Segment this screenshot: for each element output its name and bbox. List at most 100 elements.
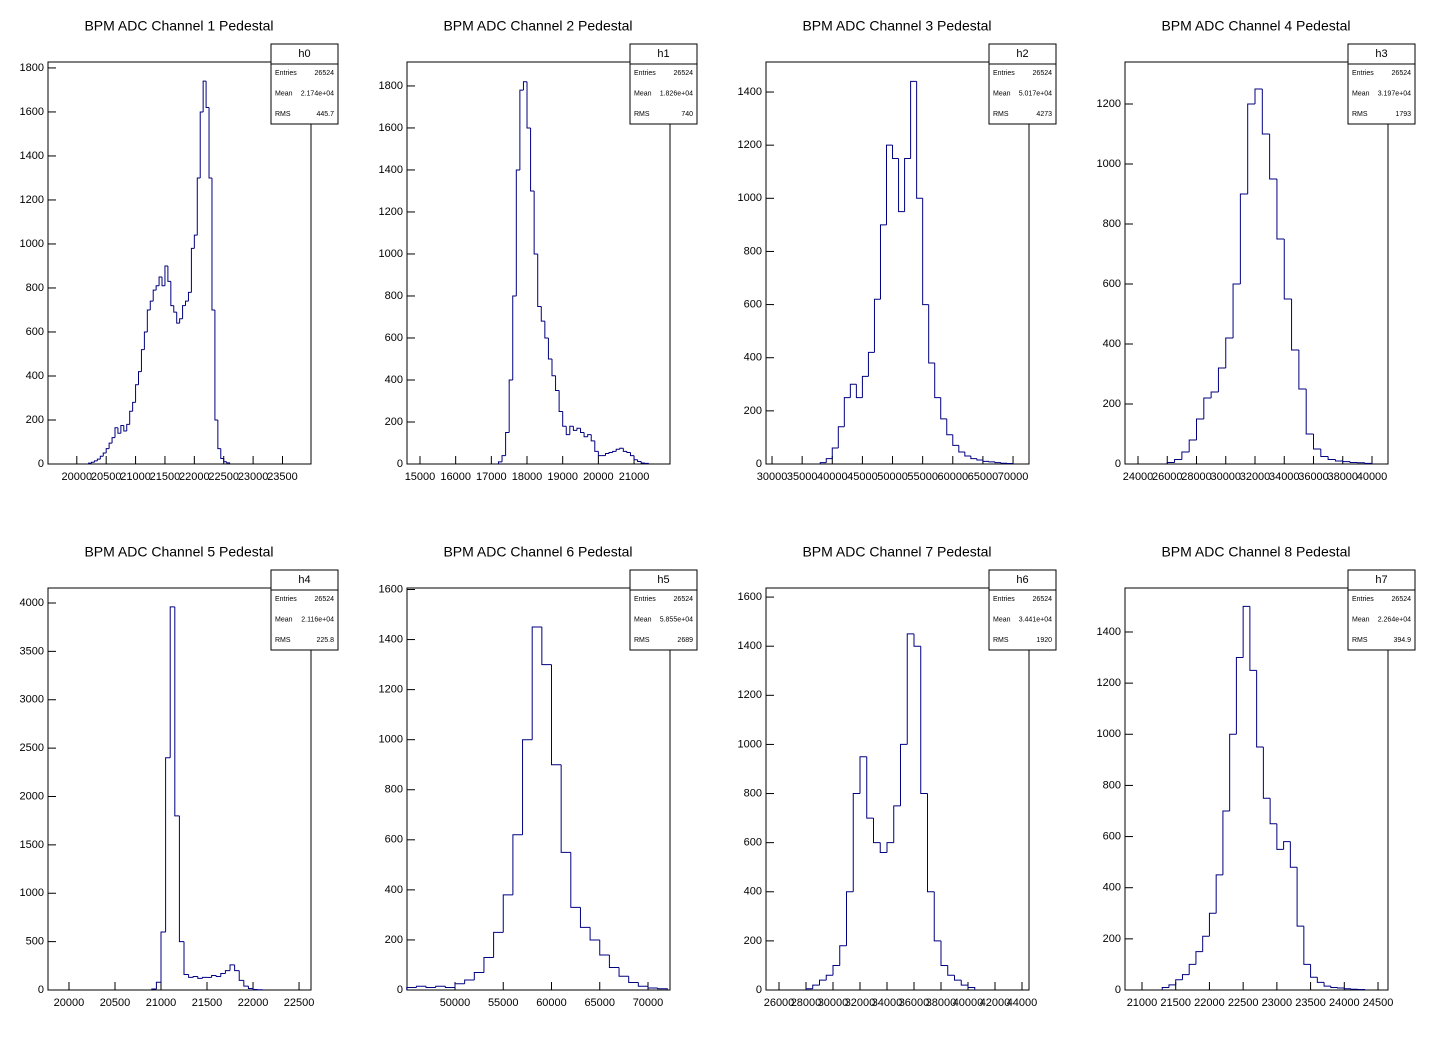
histogram-bin: [933, 891, 941, 942]
histogram-bin: [906, 633, 914, 745]
histogram-bin: [622, 448, 627, 452]
y-tick-label: 200: [744, 935, 762, 947]
histogram-bin: [1261, 89, 1270, 135]
histogram-bin: [1195, 951, 1203, 965]
stats-title: h7: [1375, 574, 1387, 586]
histogram-bin: [223, 458, 227, 463]
histogram-bin: [1006, 462, 1014, 464]
plot-frame: [47, 61, 312, 465]
x-tick-label: 34000: [872, 997, 903, 1009]
x-tick-label: 32000: [845, 997, 876, 1009]
chart-title: BPM ADC Channel 7 Pedestal: [802, 544, 991, 560]
x-tick-label: 65000: [584, 997, 615, 1009]
histogram-bin: [108, 442, 113, 449]
histogram-bin: [1215, 874, 1223, 914]
stats-label: RMS: [993, 637, 1009, 644]
y-tick-label: 1400: [20, 150, 44, 162]
histogram-bin: [1327, 456, 1336, 460]
histogram-bin: [1168, 984, 1176, 988]
histogram-bin: [1276, 179, 1285, 240]
histogram-bin: [570, 852, 581, 908]
y-tick-label: 600: [1103, 830, 1121, 842]
histogram-bin: [178, 815, 185, 943]
histogram-bin: [583, 432, 588, 438]
x-tick-label: 26000: [1152, 471, 1183, 483]
histogram-bin: [143, 331, 148, 350]
y-tick-label: 600: [385, 834, 403, 846]
chart-title: BPM ADC Channel 2 Pedestal: [443, 18, 632, 34]
histogram-bin: [940, 940, 948, 966]
histogram-bin: [149, 300, 154, 310]
histogram-bin: [958, 445, 965, 453]
histogram-bin: [1357, 988, 1366, 990]
y-tick-label: 400: [744, 886, 762, 898]
x-tick-label: 22000: [1194, 997, 1225, 1009]
x-tick-label: 20500: [100, 997, 131, 1009]
y-tick-label: 1000: [20, 238, 44, 250]
histogram-bin: [217, 419, 221, 450]
y-tick-label: 0: [1115, 984, 1121, 996]
histogram-bin: [1364, 462, 1373, 464]
histogram-bin: [135, 384, 139, 403]
histogram-bin: [615, 448, 620, 452]
histogram-bin: [152, 289, 157, 302]
stats-label: RMS: [993, 111, 1009, 118]
stats-value: 4273: [1036, 111, 1052, 118]
histogram-bin: [594, 440, 599, 452]
x-tick-label: 22000: [238, 997, 269, 1009]
x-tick-label: 36000: [1298, 471, 1329, 483]
stats-value: 2.116e+04: [301, 616, 334, 623]
histogram-bin: [1291, 299, 1299, 351]
histogram-bin: [640, 461, 645, 464]
stats-value: 26524: [315, 70, 335, 77]
histogram-bin: [572, 426, 577, 431]
y-tick-label: 1400: [379, 633, 403, 645]
histogram-bin: [976, 458, 983, 461]
y-tick-label: 1600: [379, 122, 403, 134]
histogram-bin: [176, 312, 180, 324]
stats-box: [1347, 569, 1416, 651]
histogram-bin: [169, 606, 175, 758]
stats-value: 26524: [1033, 596, 1053, 603]
stats-value: 225.8: [316, 637, 334, 644]
histogram-bin: [928, 304, 935, 364]
y-tick-label: 0: [38, 458, 44, 470]
plot-frame: [47, 587, 312, 991]
histogram-bin: [626, 451, 631, 453]
histogram-bin: [473, 971, 484, 980]
histogram-bin: [220, 973, 226, 977]
stats-label: RMS: [1352, 637, 1368, 644]
histogram-bin: [105, 448, 110, 453]
histogram-bin: [1249, 606, 1257, 671]
histogram-bin: [1000, 462, 1008, 464]
y-tick-label: 1800: [379, 80, 403, 92]
histogram-bin: [1225, 337, 1234, 368]
histogram-bin: [173, 305, 177, 313]
histogram-bin: [1217, 367, 1226, 392]
y-tick-label: 400: [385, 374, 403, 386]
histogram-bin: [608, 954, 620, 968]
stats-label: Mean: [993, 616, 1011, 623]
chart-title: BPM ADC Channel 1 Pedestal: [84, 18, 273, 34]
plot-frame: [765, 61, 1030, 465]
histogram-bin: [618, 967, 629, 977]
x-tick-label: 23500: [1295, 997, 1326, 1009]
histogram-bin: [454, 983, 465, 988]
histogram-bin: [647, 986, 658, 989]
y-tick-label: 200: [1103, 398, 1121, 410]
stats-box: [1347, 43, 1416, 125]
y-tick-label: 0: [756, 984, 762, 996]
x-tick-label: 40000: [1357, 471, 1388, 483]
y-tick-label: 4000: [20, 597, 44, 609]
histogram-bin: [1323, 982, 1331, 987]
histogram-bin: [512, 295, 517, 380]
histogram-bin: [185, 300, 189, 306]
histogram-bin: [202, 80, 207, 112]
histogram-bin: [530, 127, 535, 192]
histogram-bin: [120, 424, 124, 434]
stats-title: h5: [657, 574, 669, 586]
histogram-bin: [174, 606, 180, 817]
histogram-bin: [90, 461, 95, 464]
histogram-bin: [934, 363, 941, 399]
